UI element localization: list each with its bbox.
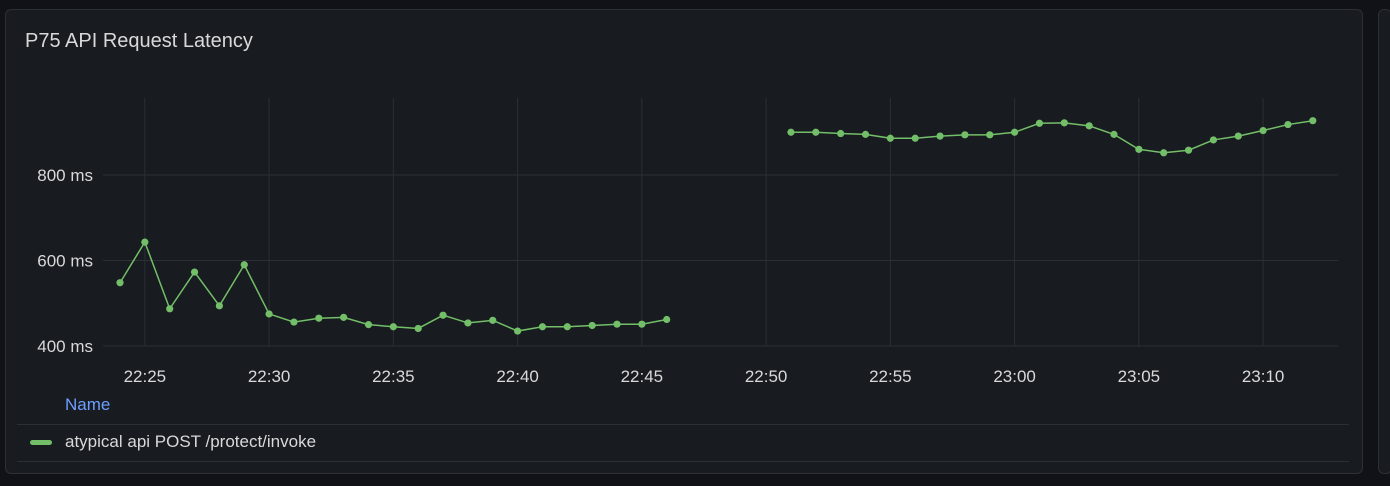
- data-point[interactable]: [538, 323, 547, 331]
- data-point[interactable]: [340, 313, 348, 321]
- data-point[interactable]: [1011, 128, 1019, 136]
- data-point[interactable]: [414, 324, 422, 333]
- data-point[interactable]: [837, 129, 845, 138]
- y-tick-label: 800 ms: [37, 166, 93, 185]
- data-point[interactable]: [861, 130, 870, 138]
- data-point[interactable]: [116, 279, 124, 287]
- data-point[interactable]: [638, 320, 646, 328]
- series-layer[interactable]: [116, 117, 1317, 335]
- data-point[interactable]: [961, 131, 969, 139]
- axis-labels: 400 ms 600 ms 800 ms 22:25 22:30 22:35 22:40 22…: [37, 166, 1284, 386]
- adjacent-panel-edge: [1378, 9, 1390, 474]
- data-point[interactable]: [1284, 120, 1292, 129]
- data-point[interactable]: [886, 134, 894, 142]
- data-point[interactable]: [215, 302, 223, 310]
- data-point[interactable]: [1160, 149, 1168, 157]
- grid-lines: [103, 98, 1338, 347]
- data-point[interactable]: [514, 327, 522, 335]
- data-point[interactable]: [936, 132, 944, 140]
- data-point[interactable]: [364, 321, 373, 329]
- data-point[interactable]: [787, 128, 795, 136]
- data-point[interactable]: [1085, 122, 1093, 130]
- x-tick-label: 23:05: [1118, 367, 1161, 386]
- data-point[interactable]: [1035, 119, 1044, 127]
- panel-title[interactable]: P75 API Request Latency: [25, 30, 253, 52]
- series-line[interactable]: [790, 119, 1313, 154]
- data-point[interactable]: [464, 319, 472, 327]
- data-point[interactable]: [389, 323, 397, 331]
- data-point[interactable]: [663, 315, 671, 324]
- legend-divider: [17, 424, 1349, 425]
- x-tick-label: 22:30: [248, 367, 291, 386]
- x-tick-label: 22:50: [745, 367, 788, 386]
- data-point[interactable]: [1110, 130, 1118, 138]
- data-point[interactable]: [1184, 146, 1193, 154]
- y-tick-label: 400 ms: [37, 337, 93, 356]
- data-point[interactable]: [290, 318, 298, 326]
- data-point[interactable]: [1060, 119, 1068, 127]
- data-point[interactable]: [166, 305, 174, 313]
- legend-series-swatch: [30, 439, 52, 445]
- legend-header-name[interactable]: Name: [65, 395, 111, 414]
- data-point[interactable]: [265, 310, 273, 318]
- data-point[interactable]: [240, 261, 248, 269]
- data-point[interactable]: [1234, 132, 1242, 140]
- data-point[interactable]: [986, 131, 994, 139]
- x-tick-label: 23:10: [1242, 367, 1285, 386]
- data-point[interactable]: [439, 311, 447, 319]
- x-tick-label: 22:40: [496, 367, 539, 386]
- legend-item[interactable]: atypical api POST /protect/invoke: [30, 432, 316, 452]
- x-tick-label: 22:45: [621, 367, 664, 386]
- data-point[interactable]: [563, 323, 571, 331]
- data-point[interactable]: [812, 128, 820, 136]
- legend-divider: [17, 461, 1349, 462]
- data-point[interactable]: [315, 314, 323, 322]
- data-point[interactable]: [489, 316, 497, 324]
- x-tick-label: 22:55: [869, 367, 912, 386]
- x-tick-label: 22:25: [124, 367, 167, 386]
- data-point[interactable]: [613, 320, 621, 328]
- data-point[interactable]: [190, 268, 199, 276]
- data-point[interactable]: [1259, 126, 1267, 135]
- y-tick-label: 600 ms: [37, 252, 93, 271]
- data-point[interactable]: [141, 238, 149, 246]
- x-tick-label: 23:00: [993, 367, 1036, 386]
- latency-panel: P75 API Request Latency: [5, 9, 1363, 474]
- latency-chart[interactable]: 400 ms 600 ms 800 ms 22:25 22:30 22:35 22:40 22…: [0, 0, 1390, 400]
- data-point[interactable]: [1209, 136, 1217, 144]
- x-tick-label: 22:35: [372, 367, 415, 386]
- data-point[interactable]: [1309, 117, 1317, 125]
- data-point[interactable]: [1135, 145, 1143, 153]
- data-point[interactable]: [911, 134, 919, 142]
- legend-series-label[interactable]: atypical api POST /protect/invoke: [65, 432, 317, 451]
- data-point[interactable]: [588, 321, 596, 330]
